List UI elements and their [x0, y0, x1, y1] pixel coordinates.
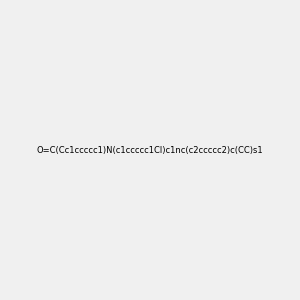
Text: O=C(Cc1ccccc1)N(c1ccccc1Cl)c1nc(c2ccccc2)c(CC)s1: O=C(Cc1ccccc1)N(c1ccccc1Cl)c1nc(c2ccccc2…: [37, 146, 263, 154]
